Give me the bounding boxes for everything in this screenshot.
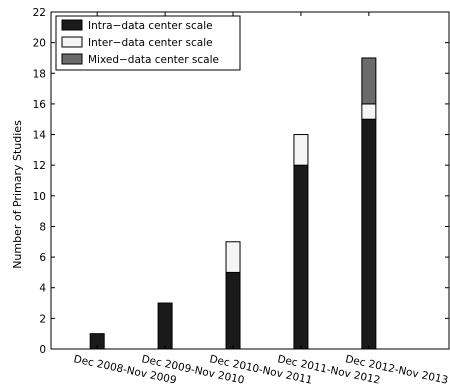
legend-label-1: Intra−data center scale: [88, 20, 213, 32]
y-tick-label: 18: [33, 68, 46, 80]
y-tick-label: 12: [33, 160, 46, 172]
legend-label-2: Inter−data center scale: [88, 37, 213, 49]
y-tick-label: 6: [39, 252, 46, 264]
y-tick-label: 2: [39, 313, 46, 325]
y-tick-label: 8: [39, 221, 46, 233]
y-tick-label: 16: [33, 99, 47, 111]
y-axis: 0 2 4 6 8 10 12 14 16 18 20 22: [33, 7, 449, 356]
y-tick-label: 14: [33, 130, 47, 142]
legend: Intra−data center scale Inter−data center…: [55, 15, 241, 71]
bar-segment-1-2: [157, 302, 173, 350]
bar-segment-2-5: [361, 103, 377, 120]
legend-swatch-1: [61, 19, 83, 31]
legend-swatch-3: [61, 53, 83, 65]
y-tick-label: 22: [33, 7, 46, 19]
bar-segment-2-3: [225, 241, 241, 273]
y-tick-label: 10: [33, 191, 46, 203]
legend-label-3: Mixed−data center scale: [88, 54, 219, 66]
bar-segment-1-5: [361, 118, 377, 350]
bar-segment-1-3: [225, 271, 241, 350]
bars: [89, 57, 377, 350]
y-axis-title: Number of Primary Studies: [11, 120, 24, 269]
plot-frame: [50, 11, 450, 350]
y-tick-label: 4: [39, 283, 46, 295]
bar-segment-2-4: [293, 134, 309, 166]
plot-border: [50, 11, 450, 350]
legend-swatch-2: [61, 36, 83, 48]
y-tick-label: 0: [39, 344, 46, 356]
bar-segment-3-5: [361, 57, 377, 105]
bar-segment-1-4: [293, 164, 309, 350]
y-tick-label: 20: [33, 38, 46, 50]
legend-box: [55, 15, 241, 71]
